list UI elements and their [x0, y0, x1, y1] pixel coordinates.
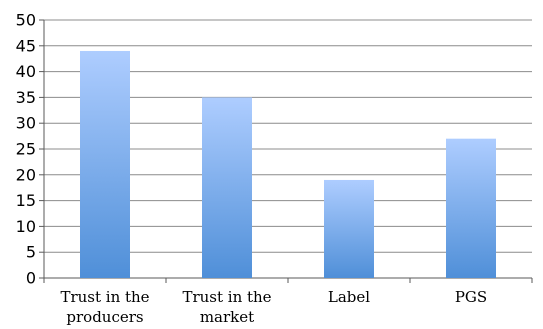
y-tick-label: 30	[16, 114, 36, 133]
y-tick-label: 45	[16, 36, 36, 55]
y-tick-label: 50	[16, 11, 36, 30]
x-category-label-line: Label	[328, 288, 370, 306]
x-category-label-line: PGS	[455, 288, 487, 306]
x-category-label-line: Trust in the	[60, 288, 149, 306]
y-tick-label: 25	[16, 140, 36, 159]
y-tick-label: 40	[16, 62, 36, 81]
bar	[324, 179, 374, 278]
x-category-label: PGS	[455, 288, 487, 306]
bar	[80, 50, 130, 279]
x-category-label: Trust in the market	[182, 288, 271, 326]
y-tick-label: 15	[16, 191, 36, 210]
y-tick-label: 10	[16, 217, 36, 236]
x-category-label-line: producers	[66, 308, 143, 326]
x-category-label-line: market	[200, 308, 254, 326]
y-axis-tick-labels: 0 5 10 15 20 25 30 35 40 45 50	[16, 11, 36, 288]
bar	[202, 97, 252, 279]
y-tick-label: 20	[16, 165, 36, 184]
y-tick-label: 35	[16, 88, 36, 107]
y-tick-label: 5	[26, 243, 36, 262]
x-category-label: Label	[328, 288, 370, 306]
bar	[446, 138, 496, 278]
x-category-label: Trust in the producers	[60, 288, 149, 326]
x-category-label-line: Trust in the	[182, 288, 271, 306]
y-tick-label: 0	[26, 269, 36, 288]
x-axis-category-labels: Trust in the producers Trust in the market L…	[60, 288, 487, 326]
bars	[80, 50, 496, 279]
